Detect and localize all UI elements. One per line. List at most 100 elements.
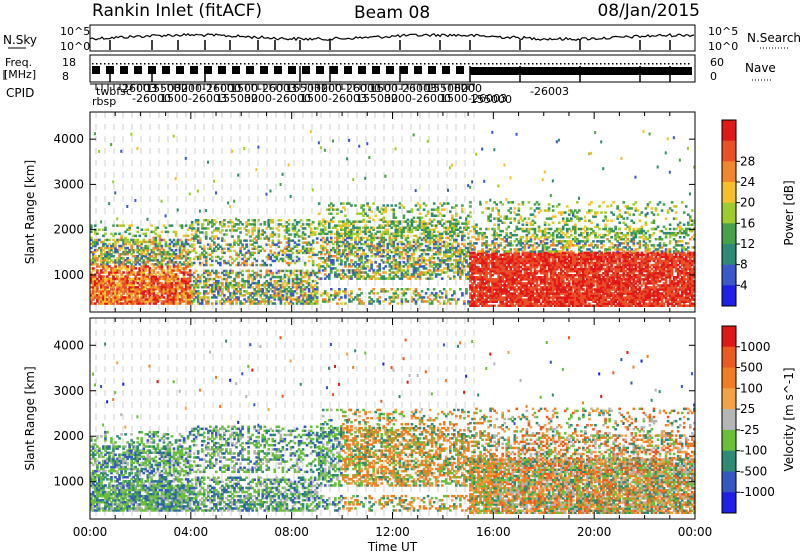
power-cell [172,250,176,254]
power-cell [321,257,325,260]
power-cell [497,244,500,247]
power-cell [92,298,95,301]
power-cell [204,271,208,275]
power-cell [499,296,502,299]
power-cell [96,288,99,291]
nsearch-label: N.Search [747,31,800,45]
power-cell [271,219,275,222]
power-cell [416,267,420,270]
power-cell [295,277,299,281]
power-cell [386,257,390,260]
power-cell [311,269,315,273]
power-cell [225,279,228,283]
power-cell [225,271,228,275]
power-cell [142,250,146,254]
power-cell [307,249,311,253]
nave-dot [248,63,250,65]
power-cell [336,273,339,276]
power-cell [301,288,305,291]
power-cell [469,215,472,218]
power-cell [325,265,329,268]
power-cell [217,286,220,289]
power-cell [332,226,335,229]
power-cell [450,206,454,209]
power-cell [118,302,121,305]
freq-bar [344,66,352,74]
power-cell [213,286,216,289]
power-cell [327,224,331,227]
power-cell [420,226,424,229]
power-cell [297,221,301,224]
power-cell [406,288,410,291]
power-cell [178,238,182,242]
power-cell [200,302,204,305]
power-cell [269,288,273,291]
power-cell [114,242,117,246]
power-cell [120,275,123,278]
power-cell [479,298,482,301]
power-cell [475,300,478,303]
power-cell [340,210,343,213]
power-cell [172,296,176,299]
power-cell [505,257,509,261]
power-cell [503,267,507,271]
power-cell [487,261,490,265]
power-cell [208,237,212,240]
power-cell [198,241,202,244]
power-cell [94,277,97,280]
power-cell [420,224,424,227]
power-cell [170,275,174,278]
power-cell [444,232,448,236]
power-cell [219,275,222,279]
power-cell [144,228,148,231]
power-cell [362,275,365,278]
power-cell [200,298,204,301]
power-cell [325,220,329,223]
power-cell [138,279,142,283]
power-cell [313,294,317,297]
power-cell [495,207,498,210]
power-cell [154,279,158,283]
power-cell [400,271,404,274]
power-cell [388,277,392,280]
power-cell [190,273,194,277]
power-cell [166,302,170,305]
nave-dot [304,63,306,65]
power-cell [231,296,234,299]
power-cell [235,251,238,255]
power-cell [303,247,307,250]
nave-dot [676,63,678,65]
power-cell [293,277,297,281]
power-cell [358,259,361,262]
power-cell [158,275,162,278]
power-cell [442,230,446,234]
power-cell [424,248,428,252]
power-cell [410,255,414,258]
power-cell [440,240,444,244]
power-cell [495,294,498,297]
power-cell [96,279,99,283]
power-cell [459,277,462,280]
power-cell [469,244,472,247]
power-cell [402,216,406,219]
power-cell [489,219,492,222]
power-cell [463,302,466,305]
power-cell [406,271,410,274]
power-cell [392,255,396,258]
power-cell [340,232,343,236]
power-cell [360,257,363,260]
power-cell [346,253,349,256]
power-cell [352,273,355,276]
power-cell [497,290,500,293]
cpid-number: -26003 [398,82,437,95]
power-cell [249,300,252,303]
power-cell [336,302,339,305]
power-cell [477,284,480,287]
power-cell [156,226,160,229]
power-cell [491,284,494,287]
power-cell [378,302,381,305]
power-cell [98,298,101,301]
power-cell [473,253,476,257]
power-cell [150,259,154,262]
power-cell [146,253,150,256]
